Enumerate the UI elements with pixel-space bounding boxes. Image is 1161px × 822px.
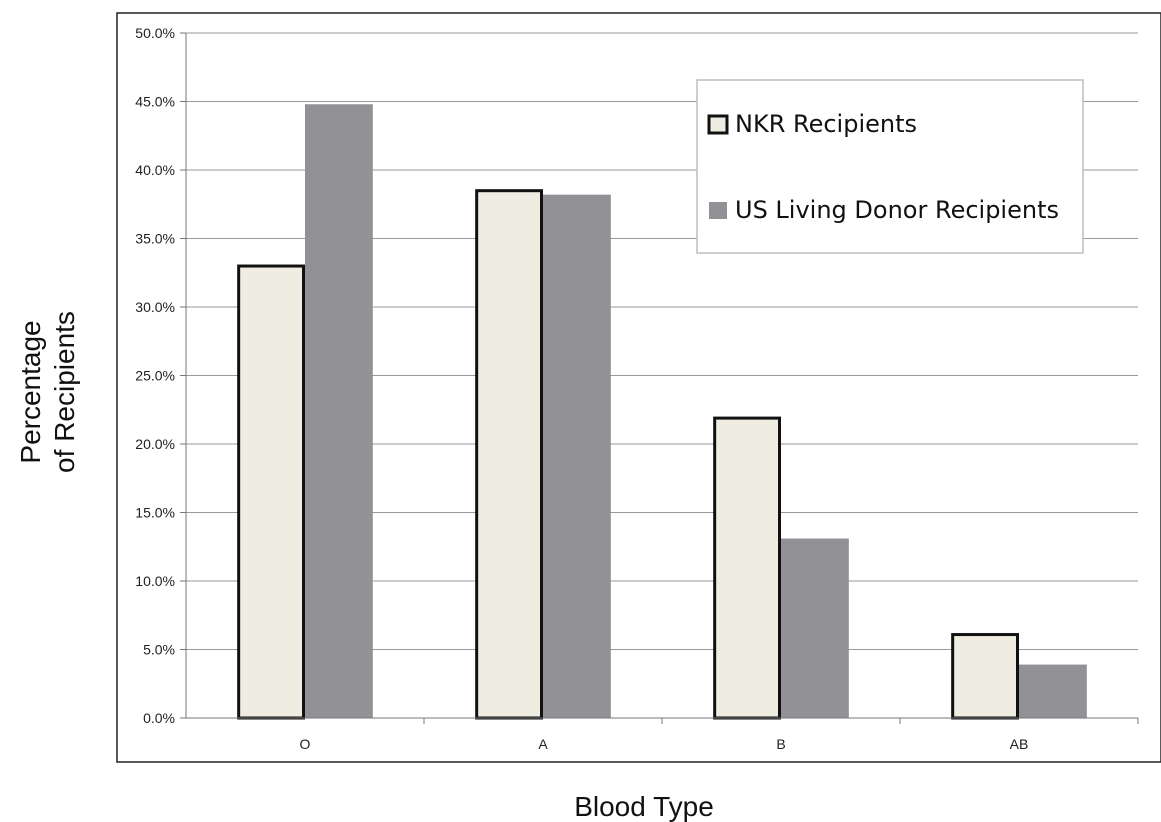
bar-nkr-ab [951, 633, 1019, 720]
y-axis-title-line2: of Recipients [49, 311, 80, 473]
y-tick-label: 10.0% [135, 573, 175, 589]
y-tick-label: 15.0% [135, 505, 175, 521]
legend-swatch-nkr [707, 114, 729, 135]
y-tick-label: 35.0% [135, 231, 175, 247]
bar-us-a [543, 194, 611, 718]
legend-label-nkr: NKR Recipients [735, 110, 917, 138]
bar-us-b [781, 538, 849, 718]
bar-nkr-o [237, 264, 305, 720]
bar-us-o [305, 104, 373, 719]
y-axis-title: Percentage of Recipients [15, 311, 80, 473]
bars [237, 104, 1087, 720]
x-axis-ticks: O A B AB [300, 718, 1139, 752]
y-tick-label: 40.0% [135, 162, 175, 178]
y-tick-label: 25.0% [135, 368, 175, 384]
legend-swatch-us [709, 202, 727, 219]
y-tick-label: 45.0% [135, 94, 175, 110]
y-tick-label: 0.0% [143, 710, 175, 726]
y-tick-label: 50.0% [135, 25, 175, 41]
y-tick-label: 20.0% [135, 436, 175, 452]
legend-label-us: US Living Donor Recipients [735, 196, 1059, 224]
x-tick-label: B [776, 736, 785, 752]
bar-nkr-b [713, 416, 781, 720]
legend-box [696, 79, 1084, 254]
y-tick-label: 5.0% [143, 642, 175, 658]
y-axis-ticks: 0.0% 5.0% 10.0% 15.0% 20.0% 25.0% 30.0% 35.0% 40… [135, 25, 186, 726]
x-tick-label: O [300, 736, 311, 752]
x-tick-label: AB [1010, 736, 1029, 752]
x-axis-title: Blood Type [574, 791, 714, 822]
bar-us-ab [1019, 664, 1087, 718]
y-tick-label: 30.0% [135, 299, 175, 315]
y-axis-title-line1: Percentage [15, 320, 46, 463]
x-tick-label: A [538, 736, 548, 752]
legend: NKR Recipients US Living Donor Recipient… [696, 79, 1084, 254]
bar-nkr-a [475, 189, 544, 720]
